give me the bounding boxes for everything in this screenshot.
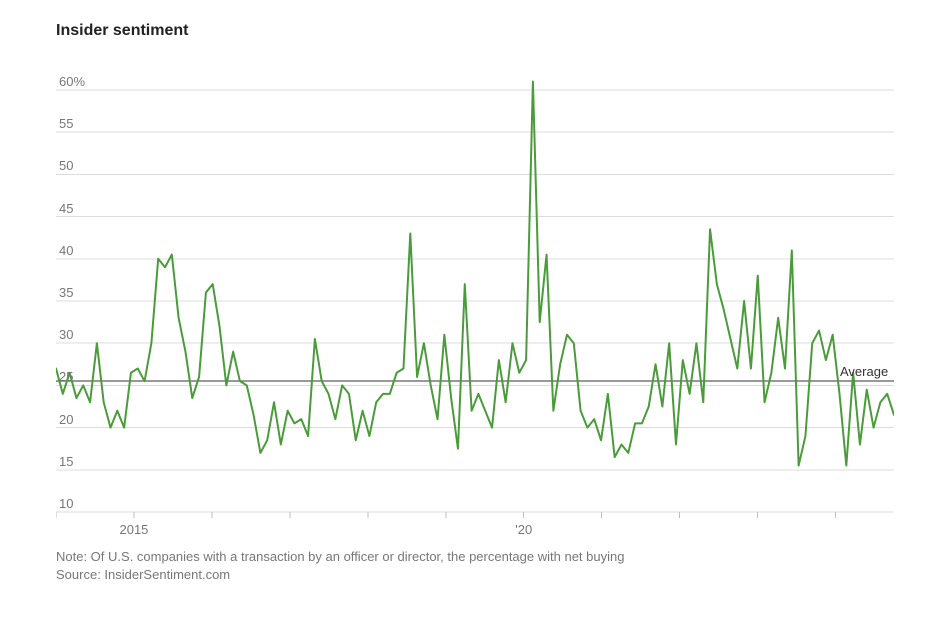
chart-title: Insider sentiment <box>56 22 188 40</box>
y-tick-label: 50 <box>59 158 73 173</box>
chart-note: Note: Of U.S. companies with a transacti… <box>56 548 624 566</box>
average-label: Average <box>840 364 888 379</box>
y-tick-label: 45 <box>59 201 73 216</box>
y-tick-label: 40 <box>59 243 73 258</box>
y-tick-label: 10 <box>59 496 73 511</box>
chart-container: Insider sentiment 10 15 20 25 30 35 40 45 50 55 60… <box>0 0 944 633</box>
x-tick-label: '20 <box>515 522 532 537</box>
y-tick-label: 25 <box>59 369 73 384</box>
chart-svg <box>56 60 894 536</box>
y-tick-label: 30 <box>59 327 73 342</box>
y-tick-label: 15 <box>59 454 73 469</box>
chart-source: Source: InsiderSentiment.com <box>56 566 230 584</box>
y-tick-label: 55 <box>59 116 73 131</box>
x-tick-label: 2015 <box>119 522 148 537</box>
y-tick-label: 20 <box>59 412 73 427</box>
y-tick-label: 35 <box>59 285 73 300</box>
plot-area <box>56 60 894 536</box>
y-tick-label: 60% <box>59 74 85 89</box>
